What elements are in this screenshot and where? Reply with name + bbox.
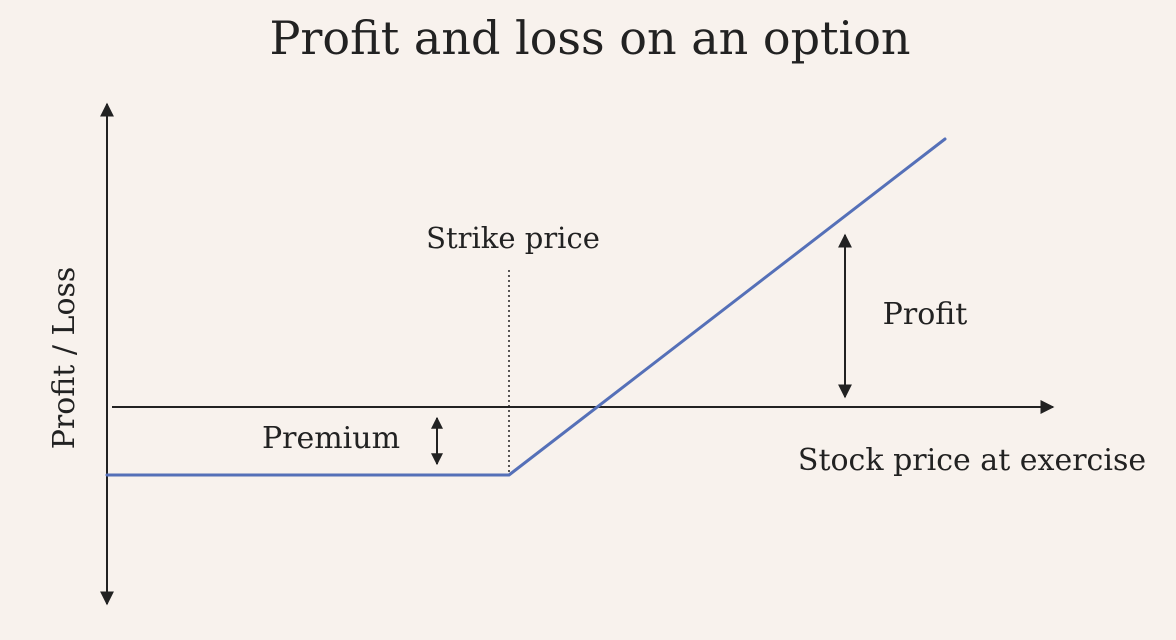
payoff-line — [105, 137, 947, 477]
strike-price-label: Strike price — [426, 221, 600, 255]
profit-label: Profit — [883, 297, 968, 332]
chart-title: Profit and loss on an option — [269, 11, 910, 65]
x-axis-label: Stock price at exercise — [798, 443, 1146, 478]
y-axis-label: Profit / Loss — [47, 267, 82, 450]
premium-label: Premium — [262, 421, 400, 456]
